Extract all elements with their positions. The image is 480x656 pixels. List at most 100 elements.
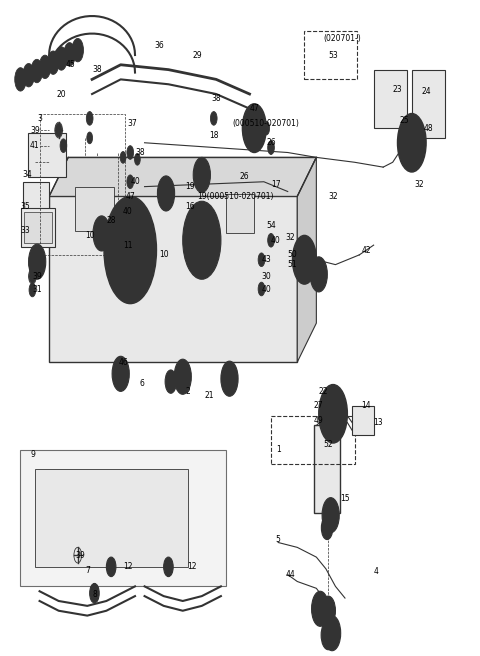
Circle shape — [312, 591, 329, 626]
Text: 6: 6 — [140, 379, 144, 388]
Text: 48: 48 — [424, 123, 433, 133]
Bar — [28, 133, 66, 177]
Circle shape — [129, 180, 131, 184]
Text: 47: 47 — [125, 192, 135, 201]
Circle shape — [174, 359, 192, 394]
Circle shape — [263, 121, 270, 135]
Circle shape — [250, 118, 259, 138]
Circle shape — [120, 152, 126, 163]
Text: 40: 40 — [123, 207, 133, 216]
Bar — [24, 212, 52, 243]
Text: 44: 44 — [285, 570, 295, 579]
Circle shape — [195, 226, 209, 255]
Circle shape — [112, 356, 129, 392]
Circle shape — [90, 583, 99, 603]
Text: 13: 13 — [373, 418, 383, 427]
Text: 34: 34 — [23, 171, 33, 180]
Circle shape — [324, 603, 332, 619]
Circle shape — [292, 236, 316, 284]
Bar — [352, 406, 373, 435]
Bar — [23, 182, 49, 211]
Circle shape — [180, 371, 186, 382]
Text: B: B — [200, 172, 204, 178]
Circle shape — [29, 244, 46, 279]
Text: 19(000510-020701): 19(000510-020701) — [197, 192, 274, 201]
Text: 43: 43 — [262, 255, 271, 264]
Circle shape — [405, 128, 419, 157]
Text: 32: 32 — [285, 233, 295, 242]
Text: 38: 38 — [92, 65, 102, 74]
Text: 33: 33 — [21, 226, 30, 235]
Circle shape — [321, 596, 336, 625]
Circle shape — [32, 262, 34, 266]
Text: 26: 26 — [266, 138, 276, 147]
Polygon shape — [21, 450, 226, 586]
Text: 3: 3 — [37, 114, 42, 123]
Circle shape — [258, 282, 265, 296]
Circle shape — [327, 402, 339, 426]
Text: 24: 24 — [421, 87, 431, 96]
Circle shape — [183, 201, 221, 279]
Circle shape — [32, 274, 34, 278]
Text: 22: 22 — [319, 387, 328, 396]
Bar — [271, 416, 355, 464]
Text: 15: 15 — [340, 494, 350, 503]
Text: D: D — [318, 605, 323, 612]
Text: 10: 10 — [85, 231, 95, 240]
Circle shape — [107, 557, 116, 577]
Text: 16: 16 — [185, 201, 195, 211]
Text: E: E — [35, 258, 39, 265]
Circle shape — [210, 112, 217, 125]
Text: 14: 14 — [362, 401, 372, 411]
Circle shape — [300, 250, 309, 270]
Text: 52: 52 — [324, 440, 333, 449]
Text: B: B — [164, 190, 168, 196]
Text: 32: 32 — [414, 180, 424, 189]
Text: 26: 26 — [240, 173, 250, 181]
Circle shape — [55, 123, 62, 137]
Bar — [35, 470, 188, 567]
Text: E: E — [316, 272, 321, 277]
Text: 53: 53 — [328, 51, 338, 60]
Text: 39: 39 — [75, 550, 85, 560]
Text: 38: 38 — [211, 94, 221, 104]
Circle shape — [213, 116, 215, 120]
Circle shape — [29, 270, 36, 283]
Circle shape — [261, 258, 263, 262]
Text: 49: 49 — [314, 416, 324, 425]
Text: 45: 45 — [66, 60, 75, 70]
Text: 32: 32 — [328, 192, 338, 201]
Text: 40: 40 — [262, 285, 271, 293]
Circle shape — [268, 234, 275, 247]
Polygon shape — [49, 157, 316, 196]
Text: 11: 11 — [123, 241, 132, 250]
Circle shape — [118, 226, 142, 274]
Circle shape — [72, 39, 84, 62]
Circle shape — [93, 589, 96, 597]
Circle shape — [322, 516, 333, 540]
Circle shape — [58, 128, 60, 132]
Bar — [22, 208, 55, 247]
Circle shape — [48, 51, 59, 74]
Circle shape — [165, 370, 177, 394]
Text: C: C — [118, 371, 123, 377]
Text: A: A — [328, 512, 333, 518]
Text: 21: 21 — [204, 391, 214, 400]
Text: 12: 12 — [188, 562, 197, 571]
Text: 42: 42 — [362, 245, 372, 255]
Circle shape — [86, 112, 93, 125]
Text: 50: 50 — [288, 251, 298, 259]
Text: 20: 20 — [56, 89, 66, 98]
Circle shape — [39, 55, 51, 79]
Circle shape — [31, 59, 43, 83]
Circle shape — [242, 104, 266, 152]
Text: 2: 2 — [185, 387, 190, 396]
Circle shape — [64, 43, 75, 66]
Circle shape — [129, 151, 131, 154]
Circle shape — [164, 557, 173, 577]
Text: 25: 25 — [400, 116, 409, 125]
Circle shape — [23, 64, 35, 87]
Circle shape — [29, 258, 36, 272]
Circle shape — [324, 615, 341, 651]
Circle shape — [29, 283, 36, 297]
